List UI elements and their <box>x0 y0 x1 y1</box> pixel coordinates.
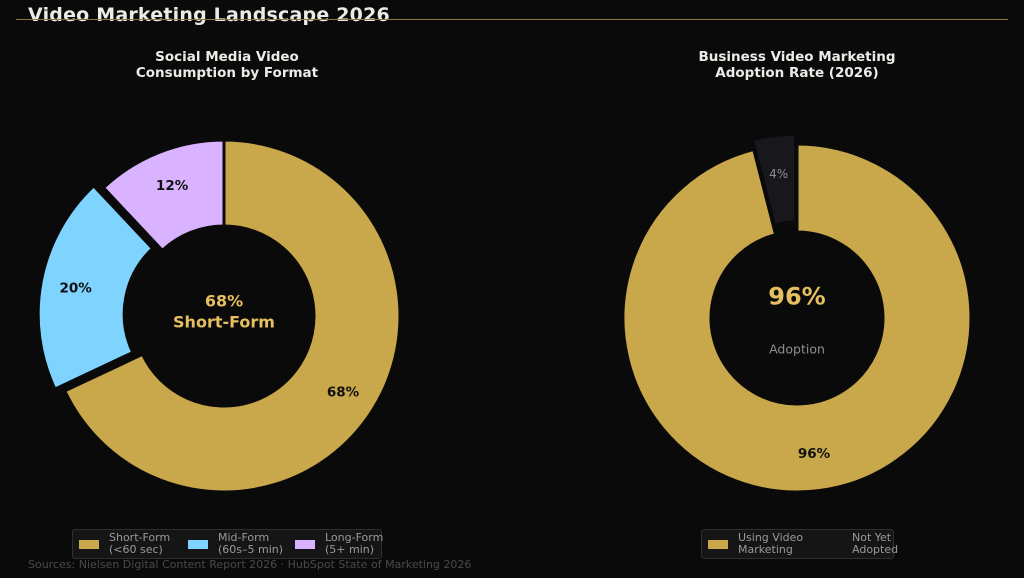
chart1-legend-item-mid: Mid-Form (60s–5 min) <box>188 532 283 556</box>
chart2-legend-item-not: Not Yet Adopted <box>822 532 898 556</box>
chart1-legend-item-short: Short-Form (<60 sec) <box>79 532 170 556</box>
chart1-slice-long <box>101 138 226 253</box>
chart2-legend: Using Video Marketing Not Yet Adopted <box>701 529 898 559</box>
chart2-slice-not <box>750 132 798 227</box>
chart1-slice-mid <box>36 183 155 392</box>
page-title: Video Marketing Landscape 2026 <box>28 4 390 26</box>
chart1-value-label-short: 68% <box>327 385 360 401</box>
chart2-slice-using <box>621 142 973 494</box>
chart1-legend-swatch-short <box>79 540 99 549</box>
chart2-donut: 96% 4% 96% Adoption <box>621 132 973 494</box>
chart1-legend-item-long: Long-Form (5+ min) <box>295 532 383 556</box>
chart2-legend-label-using: Using Video Marketing <box>738 531 804 556</box>
chart1-legend-label-short: Short-Form (<60 sec) <box>109 531 171 556</box>
chart1-center-text-1: 68% <box>205 292 243 311</box>
chart1-value-label-long: 12% <box>156 178 189 194</box>
chart2-center-text-2: Adoption <box>769 341 825 356</box>
chart2-center-text-1: 96% <box>768 282 825 310</box>
chart2-value-label-using: 96% <box>798 446 831 462</box>
chart2-title: Business Video Marketing Adoption Rate (… <box>698 49 896 81</box>
chart1-legend-label-long: Long-Form (5+ min) <box>325 531 384 556</box>
chart2-legend-swatch-using <box>708 540 728 549</box>
chart2-legend-item-using: Using Video Marketing <box>708 532 803 556</box>
chart2-value-label-not: 4% <box>769 167 788 181</box>
title-rule <box>16 19 1008 20</box>
chart1-legend-label-mid: Mid-Form (60s–5 min) <box>218 531 284 556</box>
chart1-legend-swatch-mid <box>188 540 208 549</box>
chart1-donut: 68% 20% 12% 68% Short-Form <box>36 138 402 494</box>
chart1-legend-swatch-long <box>295 540 315 549</box>
source-note: Sources: Nielsen Digital Content Report … <box>28 558 472 571</box>
chart1-legend: Short-Form (<60 sec) Mid-Form (60s–5 min)… <box>72 529 383 559</box>
chart1-center-text-2: Short-Form <box>173 313 275 332</box>
chart1-slice-short <box>62 138 402 494</box>
chart1-value-label-mid: 20% <box>60 281 93 297</box>
chart1-title: Social Media Video Consumption by Format <box>135 49 319 81</box>
chart2-legend-label-not: Not Yet Adopted <box>852 531 899 556</box>
